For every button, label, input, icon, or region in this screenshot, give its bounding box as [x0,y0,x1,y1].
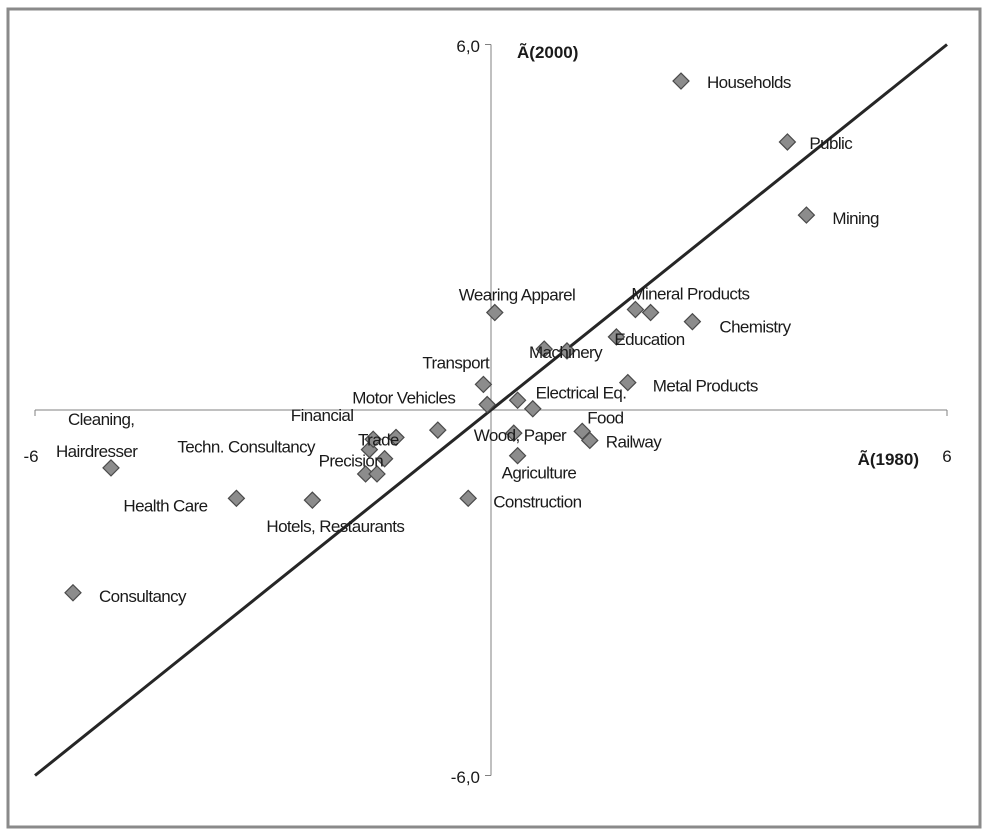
point-label: Mineral Products [631,284,749,303]
data-point [478,395,497,414]
point-label: Railway [606,432,662,451]
point-label: Wood, Paper [474,426,567,445]
point-label: Metal Products [653,377,758,396]
axes-layer: -6 6 6,0 -6,0 Ã(2000) Ã(1980) [23,37,951,787]
point-label: Motor Vehicles [352,389,455,408]
x-tick-label: -6 [23,447,38,466]
point-label: Chemistry [719,318,791,337]
point-label: Construction [493,492,581,511]
point-label: Trade [358,430,399,449]
point-label: Precision [319,452,384,471]
data-point [102,459,120,477]
data-point [672,72,690,90]
data-point [797,206,816,224]
point-label: Cleaning, Hairdresser [56,410,138,461]
data-point [523,399,542,418]
data-point [641,303,660,322]
data-point [368,465,386,483]
point-label: Financial [291,406,354,425]
point-label: Transport [422,353,490,372]
data-point [387,428,405,447]
data-point [459,489,478,508]
data-point [778,133,797,151]
labels-layer: Households Public Mining Wearing Apparel Min… [56,73,880,606]
point-label: Health Care [123,496,207,515]
point-label: Electrical Eq. [536,383,627,402]
point-label: Techn. Consultancy [177,438,316,457]
data-point [303,491,322,510]
data-point [607,328,626,346]
x-axis-title: Ã(1980) [858,449,919,469]
point-label: Households [707,73,791,92]
points-layer [64,72,816,602]
point-label: Education [614,330,684,349]
data-point [580,431,599,450]
data-point [375,449,394,468]
data-point [227,489,246,508]
data-point [504,424,523,442]
point-label: Agriculture [502,464,577,483]
reference-line-layer [34,43,948,777]
data-point [64,583,82,602]
data-point [364,430,383,449]
reference-line [34,43,948,777]
point-label: Machinery [529,343,603,362]
data-point [626,300,645,319]
point-label: Mining [832,209,879,228]
x-tick-label: 6 [942,447,951,466]
point-label: Hotels, Restaurants [266,517,404,536]
point-label: Food [587,408,623,427]
data-point [474,375,493,394]
data-point [535,340,554,358]
point-label: Wearing Apparel [459,286,575,305]
data-point [508,446,527,465]
data-point [683,312,702,331]
y-axis-title: Ã(2000) [517,42,578,62]
data-point [485,303,504,322]
y-tick-label: 6,0 [456,37,480,56]
point-label: Public [809,134,853,153]
chart-border [6,7,982,829]
data-point [428,421,447,439]
data-point [508,391,527,410]
y-tick-label: -6,0 [451,768,480,787]
data-point [558,342,576,360]
data-point [618,373,637,392]
point-label: Consultancy [99,587,187,606]
